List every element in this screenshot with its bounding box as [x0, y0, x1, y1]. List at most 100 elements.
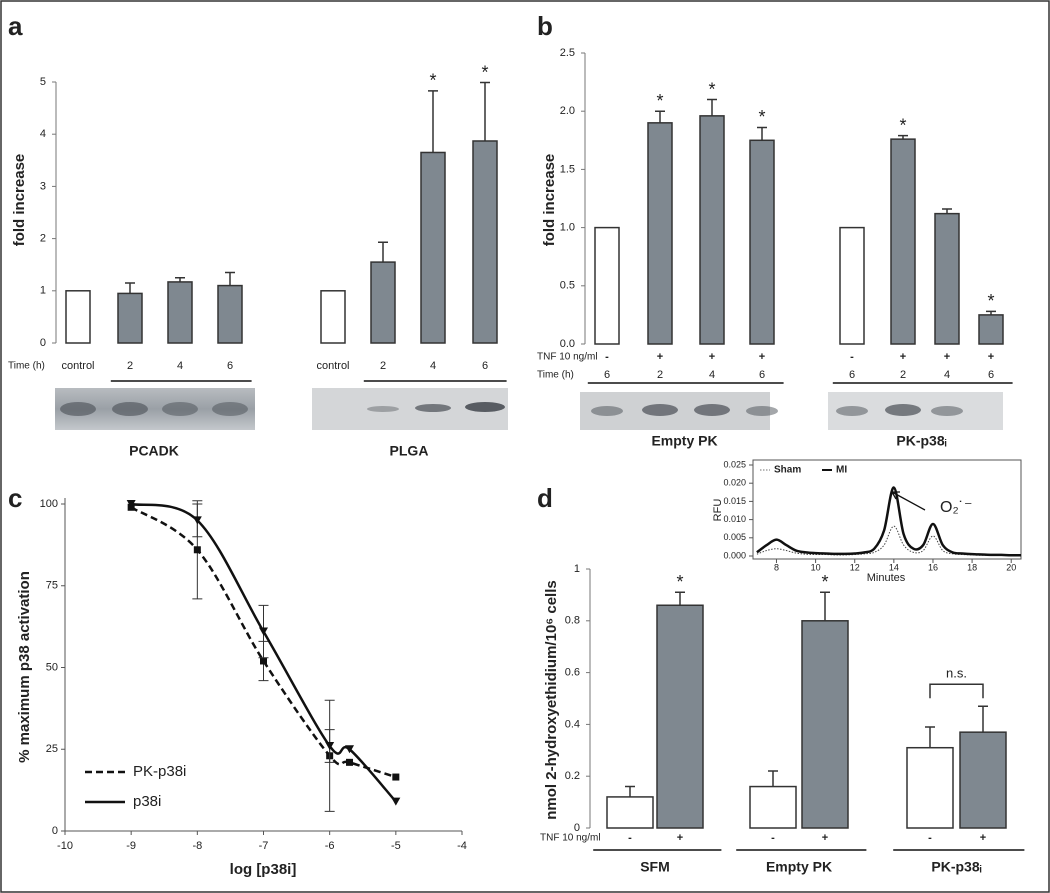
bar — [606, 796, 654, 829]
row-value: + — [657, 351, 663, 363]
significance: * — [429, 71, 436, 91]
plot-frame — [752, 459, 1022, 560]
y-tick-label: 1 — [574, 563, 580, 575]
significance: * — [676, 572, 683, 592]
y-tick-label: 0.000 — [723, 550, 746, 560]
bar — [167, 281, 193, 344]
y-tick-label: 0.020 — [723, 478, 746, 488]
error-bar — [820, 591, 830, 621]
group-label: PK-p38ᵢ — [931, 859, 981, 875]
marker — [192, 516, 202, 525]
y-tick-label: 5 — [40, 76, 46, 88]
y-tick-label: 0 — [40, 337, 46, 349]
significance: * — [758, 107, 765, 127]
error-bar — [898, 134, 908, 140]
row-value: control — [316, 360, 349, 372]
legend-label: p38i — [133, 793, 161, 810]
legend-label: PK-p38i — [133, 763, 186, 780]
error-bar — [978, 705, 988, 733]
row-value: - — [850, 351, 854, 363]
error-bar — [378, 241, 388, 263]
significance: * — [987, 291, 994, 311]
legend-label: Sham — [774, 465, 801, 476]
x-tick-label: 14 — [889, 562, 899, 572]
row-value: - — [771, 832, 775, 844]
error-bar — [480, 81, 490, 141]
error-bar — [225, 271, 235, 286]
y-axis-title: % maximum p38 activation — [16, 571, 33, 763]
y-tick-label: 25 — [46, 743, 58, 755]
group-label: SFM — [640, 859, 670, 875]
bracket-label: n.s. — [946, 666, 967, 681]
x-tick-label: -7 — [259, 840, 269, 852]
x-tick-label: 10 — [811, 562, 821, 572]
row-value: 6 — [227, 360, 233, 372]
bar — [65, 290, 91, 344]
group-label: PK-p38ᵢ — [896, 433, 946, 449]
x-tick-label: -9 — [126, 840, 136, 852]
bar — [320, 290, 346, 344]
row-value: + — [709, 351, 715, 363]
error-bar — [986, 310, 996, 315]
blot-bands — [60, 402, 963, 416]
y-axis-title: RFU — [712, 499, 724, 522]
row-value: 6 — [988, 369, 994, 381]
x-tick-label: 8 — [774, 562, 779, 572]
bar — [472, 140, 498, 344]
y-tick-label: 2.0 — [560, 105, 575, 117]
y-tick-label: 0.025 — [723, 459, 746, 469]
significance: * — [656, 91, 663, 111]
y-axis-title: nmol 2-hydroxyethidium/10⁶ cells — [543, 580, 560, 819]
panel-label: c — [8, 483, 22, 513]
row-value: + — [988, 351, 994, 363]
y-tick-label: 0.2 — [565, 770, 580, 782]
panel-label: d — [537, 483, 553, 513]
bar — [934, 212, 960, 345]
y-tick-label: 4 — [40, 128, 46, 140]
y-tick-label: 0.8 — [565, 615, 580, 627]
row-value: 4 — [944, 369, 950, 381]
significance: * — [481, 62, 488, 82]
significance: * — [821, 572, 828, 592]
marker — [345, 745, 355, 754]
bar — [656, 604, 704, 829]
row-value: 6 — [849, 369, 855, 381]
bar — [647, 122, 673, 345]
marker — [392, 773, 400, 781]
y-axis-title: fold increase — [11, 154, 28, 247]
series-line — [130, 506, 397, 779]
error-bar — [655, 110, 665, 123]
bar — [890, 138, 916, 345]
bracket — [929, 683, 984, 699]
x-tick-label: 16 — [928, 562, 938, 572]
group-label: PLGA — [390, 443, 429, 459]
row-value: 6 — [482, 360, 488, 372]
y-tick-label: 0.0 — [560, 338, 575, 350]
row-label: Time (h) — [537, 370, 574, 381]
bar — [699, 115, 725, 345]
y-tick-label: 50 — [46, 661, 58, 673]
bar — [801, 620, 849, 829]
marker — [259, 627, 268, 636]
marker — [126, 500, 136, 508]
row-label: TNF 10 ng/ml — [537, 352, 598, 363]
bar — [594, 226, 620, 345]
significance: * — [899, 115, 906, 135]
y-tick-label: 0 — [52, 825, 58, 837]
marker — [346, 758, 354, 766]
row-value: + — [980, 832, 986, 844]
bar — [117, 292, 143, 344]
row-value: 4 — [709, 369, 715, 381]
row-value: 2 — [657, 369, 663, 381]
bar — [906, 746, 954, 829]
y-tick-label: 0.015 — [723, 496, 746, 506]
y-tick-label: 75 — [46, 580, 58, 592]
error-bar — [625, 785, 635, 797]
x-tick-label: -6 — [325, 840, 335, 852]
error-bar — [428, 90, 438, 153]
y-tick-label: 1.0 — [560, 222, 575, 234]
group-label: Empty PK — [766, 859, 832, 875]
bar — [749, 785, 797, 829]
